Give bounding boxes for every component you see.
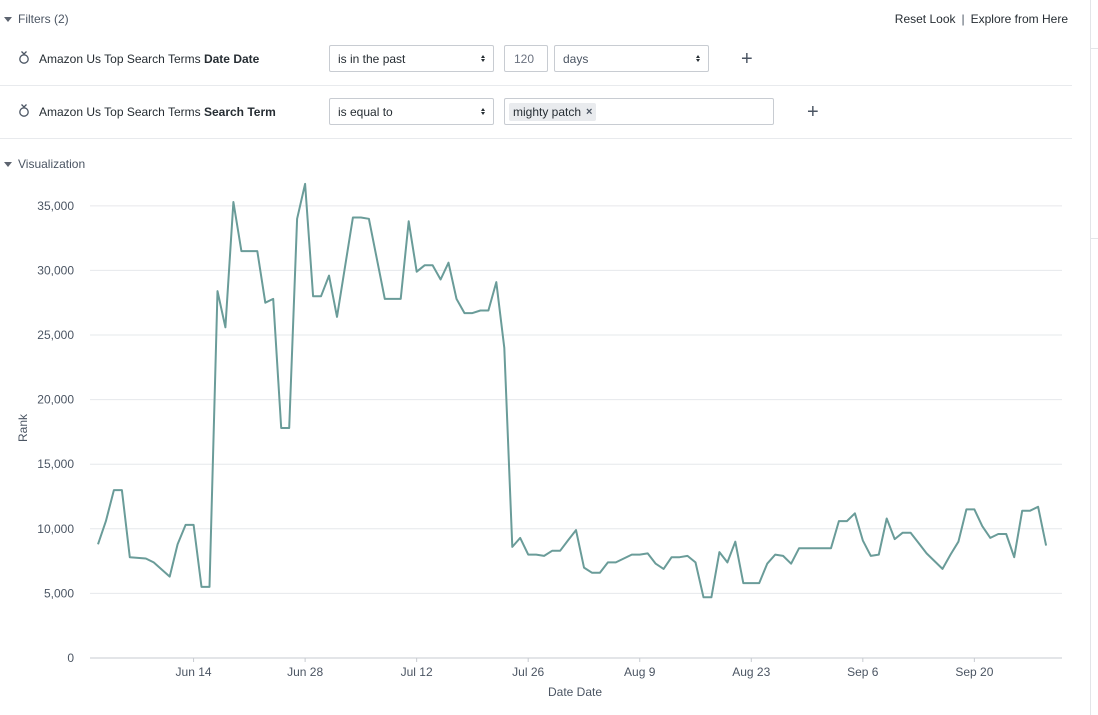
select-arrows-icon [481,108,485,115]
filter-operator-value: is equal to [338,104,393,119]
filters-section-toggle[interactable]: Filters (2) [4,12,69,26]
x-tick-label: Jun 14 [176,665,212,679]
x-axis-ticks: Jun 14 Jun 28 Jul 12 Jul 26 Aug 9 Aug 23 Sep 6… [176,658,994,679]
filter-field-prefix: Amazon Us Top Search Terms [39,52,201,66]
visualization-section-title: Visualization [18,157,86,171]
reset-look-link[interactable]: Reset Look [894,12,956,26]
series-line [97,182,1048,599]
y-tick-label: 15,000 [37,457,74,471]
x-tick-label: Aug 9 [624,665,656,679]
filter-operator-select[interactable]: is equal to [329,98,494,125]
y-axis-ticks: 0 5,000 10,000 15,000 20,000 25,000 30,000 35,0… [37,199,74,665]
search-term-tag: mighty patch × [509,102,597,121]
y-tick-label: 30,000 [37,263,74,277]
right-panel-border [1090,0,1091,715]
caret-down-icon [4,16,12,22]
y-tick-label: 0 [67,651,74,665]
filter-field-label: Amazon Us Top Search Terms Search Term [39,105,276,119]
filter-field-icon [19,51,29,64]
right-panel-divider [1091,48,1098,49]
filter-operator-select[interactable]: is in the past [329,45,494,72]
filter-value-input[interactable]: 120 [504,45,548,72]
x-tick-label: Jul 26 [512,665,544,679]
explore-from-here-link[interactable]: Explore from Here [970,12,1068,26]
add-filter-option-icon[interactable]: + [741,48,753,70]
filter-field-icon [19,104,29,117]
filter-row-date: Amazon Us Top Search Terms Date Date is … [0,33,1072,86]
search-term-tag-label: mighty patch [513,104,582,119]
x-axis-title: Date Date [548,685,602,699]
filter-row-search-term: Amazon Us Top Search Terms Search Term i… [0,86,1072,139]
select-arrows-icon [696,55,700,62]
filter-operator-value: is in the past [338,51,406,66]
y-tick-label: 20,000 [37,393,74,407]
x-tick-label: Aug 23 [732,665,770,679]
x-tick-label: Sep 20 [955,665,993,679]
remove-tag-icon[interactable]: × [586,105,593,118]
chart-series [97,182,1048,599]
filter-field-prefix: Amazon Us Top Search Terms [39,105,201,119]
y-tick-label: 10,000 [37,522,74,536]
filter-field-name: Date Date [203,52,260,66]
search-term-tag-input[interactable]: mighty patch × [504,98,774,125]
y-axis-title: Rank [16,413,30,442]
filter-field-label: Amazon Us Top Search Terms Date Date [39,52,259,66]
filter-unit-select[interactable]: days [554,45,709,72]
y-tick-label: 35,000 [37,199,74,213]
add-filter-option-icon[interactable]: + [807,101,819,123]
y-tick-label: 5,000 [44,586,74,600]
rank-line-chart: 0 5,000 10,000 15,000 20,000 25,000 30,000 35,0… [16,182,1062,699]
caret-down-icon [4,161,12,167]
filters-section-title: Filters (2) [18,12,69,26]
right-panel-divider [1091,238,1098,239]
x-tick-label: Jun 28 [287,665,323,679]
filter-unit-value: days [563,51,589,66]
select-arrows-icon [481,55,485,62]
look-actions: Reset Look | Explore from Here [895,12,1068,26]
visualization-section-toggle[interactable]: Visualization [4,157,85,171]
filter-field-name: Search Term [203,105,276,119]
actions-separator: | [961,12,965,26]
chart-grid [90,205,1062,659]
x-tick-label: Sep 6 [847,665,879,679]
y-tick-label: 25,000 [37,328,74,342]
x-tick-label: Jul 12 [401,665,433,679]
